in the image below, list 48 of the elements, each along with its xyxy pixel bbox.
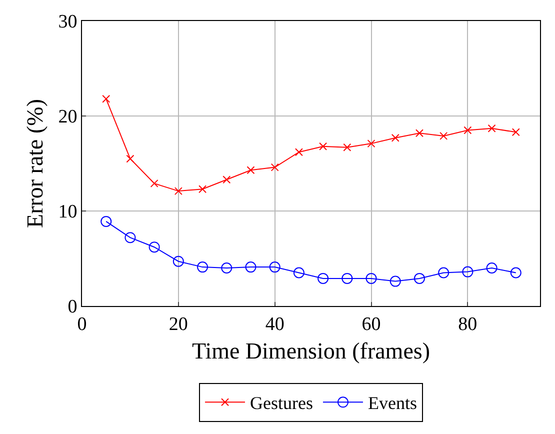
point	[391, 134, 400, 142]
point	[415, 129, 424, 138]
point	[293, 267, 304, 278]
point	[270, 163, 279, 172]
point	[126, 154, 134, 163]
point	[318, 272, 329, 284]
point	[414, 272, 425, 284]
point	[124, 232, 136, 244]
point	[222, 176, 231, 184]
point	[148, 242, 160, 253]
point	[174, 187, 182, 196]
x-tick-label: 40	[265, 314, 284, 335]
y-tick-label: 20	[58, 106, 78, 128]
point	[294, 148, 303, 156]
point	[172, 256, 184, 267]
point	[486, 262, 498, 274]
point	[343, 143, 352, 152]
point	[319, 142, 328, 150]
point	[198, 185, 207, 194]
point	[221, 262, 232, 274]
point	[464, 126, 472, 134]
point	[197, 262, 208, 273]
point	[246, 166, 255, 174]
y-tick-label: 30	[58, 12, 78, 33]
point	[462, 266, 474, 278]
point	[150, 179, 158, 188]
point	[100, 216, 112, 227]
point	[367, 140, 376, 148]
point	[510, 267, 522, 278]
point	[366, 272, 377, 284]
point	[245, 262, 256, 273]
point	[102, 94, 110, 103]
y-tick-label: 0	[68, 296, 78, 318]
point	[390, 276, 401, 287]
x-axis-title: Time Dimension (frames)	[192, 338, 430, 364]
legend-label: Gestures	[250, 393, 313, 414]
point	[342, 272, 353, 284]
x-tick-label: 80	[458, 314, 478, 335]
y-tick-label: 10	[58, 202, 78, 223]
point	[438, 267, 450, 278]
x-tick-label: 60	[362, 314, 381, 335]
point	[269, 262, 280, 273]
legend-label: Events	[368, 393, 417, 414]
point	[512, 128, 520, 136]
point	[440, 132, 448, 140]
y-axis-title: Error rate (%)	[22, 99, 48, 228]
x-tick-label: 20	[168, 314, 188, 335]
point	[488, 124, 496, 132]
